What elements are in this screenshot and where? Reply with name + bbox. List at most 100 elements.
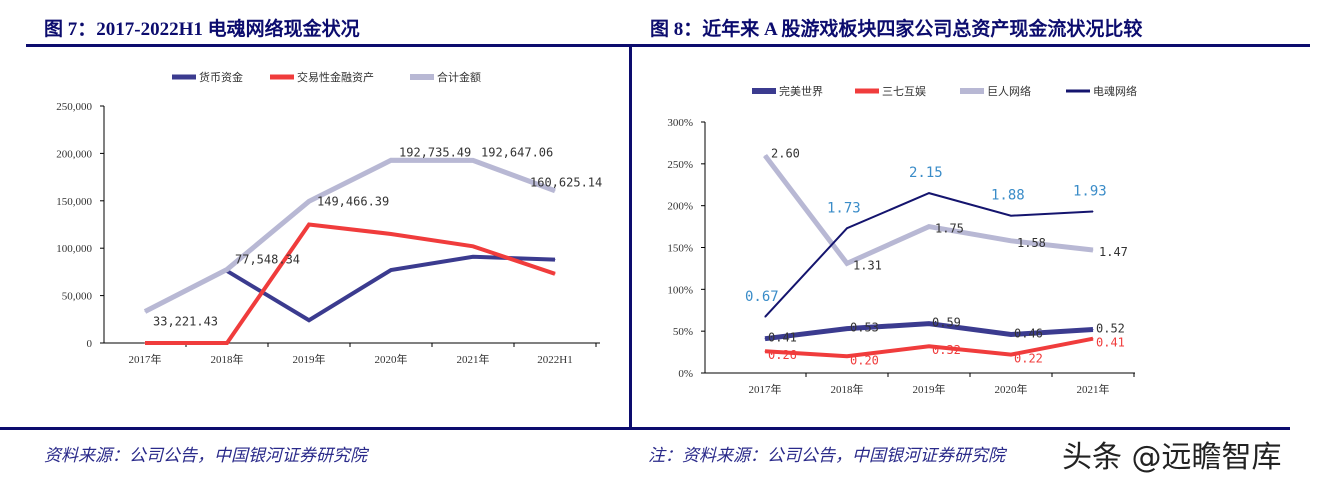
data-point: [1010, 240, 1012, 242]
data-point: [308, 200, 310, 202]
legend-label: 货币资金: [199, 70, 243, 84]
data-point: [308, 224, 310, 225]
y-tick-label: 250,000: [56, 101, 92, 113]
series-line-3: [143, 157, 556, 314]
data-point: [764, 338, 766, 340]
data-label: 1.75: [935, 222, 964, 236]
data-label: 0.22: [1014, 352, 1043, 366]
data-label: 2.15: [909, 165, 943, 181]
data-point: [928, 226, 930, 228]
data-label: 1.31: [853, 258, 882, 272]
data-label: 1.73: [827, 200, 861, 216]
legend-label: 三七互娱: [882, 84, 926, 98]
legend-label: 合计金额: [437, 70, 481, 84]
data-point: [846, 262, 848, 264]
series-line-2: [145, 222, 556, 345]
data-point: [144, 342, 146, 344]
data-point: [928, 323, 930, 325]
data-label: 1.93: [1073, 184, 1107, 200]
data-point: [1092, 338, 1094, 340]
legend-label: 交易性金融资产: [297, 70, 374, 84]
data-point: [554, 273, 556, 275]
x-tick-label: 2017年: [129, 352, 162, 366]
data-point: [846, 355, 848, 357]
legend-label: 电魂网络: [1093, 84, 1137, 98]
data-point: [226, 342, 228, 344]
data-point: [1010, 215, 1012, 217]
data-point: [1092, 328, 1094, 330]
data-point: [472, 256, 474, 258]
data-label: 0.52: [1096, 321, 1125, 335]
x-tick-label: 2018年: [831, 382, 864, 396]
data-label: 77,548.34: [235, 252, 300, 266]
data-label: 33,221.43: [153, 315, 218, 329]
y-tick-label: 100,000: [56, 243, 92, 255]
data-label: 0.26: [768, 348, 797, 362]
y-tick-label: 0%: [678, 368, 693, 380]
data-label: 0.41: [1096, 336, 1125, 350]
series-line-4: [764, 192, 1094, 318]
data-point: [554, 259, 556, 261]
x-tick-label: 2019年: [293, 352, 326, 366]
legend-label: 完美世界: [779, 84, 823, 98]
data-point: [928, 192, 930, 194]
data-point: [1092, 211, 1094, 213]
left-source: 资料来源：公司公告，中国银河证券研究院: [44, 446, 367, 466]
data-point: [554, 190, 556, 192]
data-point: [390, 269, 392, 271]
y-tick-label: 50%: [673, 326, 693, 338]
data-point: [928, 345, 930, 347]
data-point: [1010, 354, 1012, 356]
y-tick-label: 50,000: [62, 291, 93, 303]
top-rule: [26, 44, 1310, 47]
data-label: 2.60: [771, 146, 800, 160]
x-tick-label: 2017年: [749, 382, 782, 396]
data-point: [144, 311, 146, 313]
data-point: [1092, 249, 1094, 251]
data-point: [472, 245, 474, 247]
data-point: [764, 350, 766, 352]
data-label: 0.46: [1014, 327, 1043, 341]
x-tick-label: 2022H1: [537, 354, 572, 366]
data-label: 0.59: [932, 316, 961, 330]
y-tick-label: 150,000: [56, 196, 92, 208]
x-tick-label: 2020年: [375, 352, 408, 366]
data-point: [226, 268, 228, 270]
data-label: 0.53: [850, 321, 879, 335]
data-label: 0.67: [745, 289, 779, 305]
x-tick-label: 2018年: [211, 352, 244, 366]
x-tick-label: 2020年: [995, 382, 1028, 396]
data-label: 192,735.49: [399, 145, 471, 159]
data-point: [764, 154, 766, 156]
y-tick-label: 150%: [667, 243, 693, 255]
data-label: 149,466.39: [317, 194, 389, 208]
data-label: 192,647.06: [481, 145, 553, 159]
data-point: [472, 159, 474, 161]
bottom-rule: [0, 427, 1290, 430]
x-tick-label: 2021年: [1077, 382, 1110, 396]
data-point: [846, 227, 848, 229]
data-label: 0.41: [768, 331, 797, 345]
right-source: 注：资料来源：公司公告，中国银河证券研究院: [648, 446, 1005, 466]
y-tick-label: 250%: [667, 159, 693, 171]
legend-label: 巨人网络: [987, 84, 1031, 98]
data-point: [764, 316, 766, 318]
data-label: 1.47: [1099, 245, 1128, 259]
data-point: [1010, 334, 1012, 336]
left-chart-title: 图 7：2017-2022H1 电魂网络现金状况: [44, 19, 360, 40]
series-line-2: [764, 336, 1094, 359]
y-tick-label: 200%: [667, 201, 693, 213]
data-point: [390, 233, 392, 235]
divider: [629, 44, 632, 430]
y-tick-label: 100%: [667, 284, 693, 296]
data-label: 160,625.14: [530, 176, 602, 190]
series-line-1: [764, 321, 1094, 342]
right-chart-title: 图 8：近年来 A 股游戏板块四家公司总资产现金流状况比较: [650, 19, 1143, 40]
y-tick-label: 0: [87, 338, 93, 350]
data-label: 1.88: [991, 188, 1025, 204]
watermark: 头条 @远瞻智库: [1062, 440, 1282, 475]
data-point: [308, 319, 310, 321]
data-point: [390, 159, 392, 161]
y-tick-label: 300%: [667, 117, 693, 129]
